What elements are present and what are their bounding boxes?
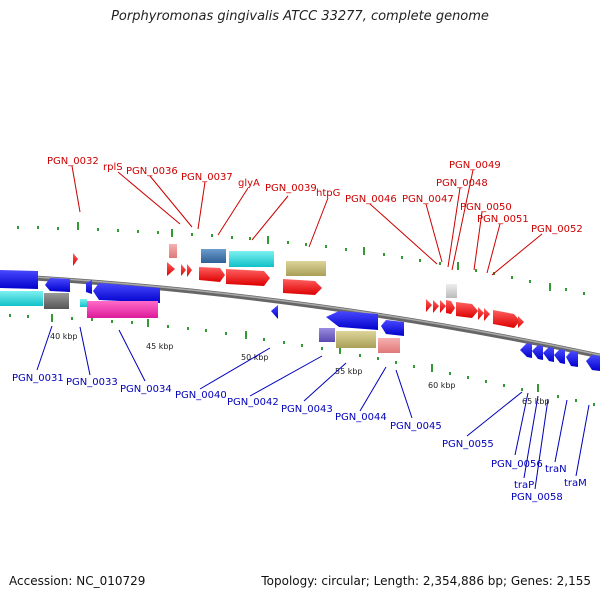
gene-pgn0031-cyan [0,291,43,306]
gene-pgn0034-pink [87,301,158,318]
gene-pgn0043 [381,320,404,336]
gene-label: glyA [238,178,260,189]
gene-label: traP [514,480,534,491]
gene-pgn0031 [0,270,38,289]
gene-label: PGN_0031 [12,373,64,384]
scale-label: 60 kbp [428,381,456,390]
gene-pgn0044 [378,338,400,353]
gene-pgn0033-gray [44,293,69,309]
gene-label: PGN_0042 [227,397,279,408]
scale-label: 40 kbp [50,332,78,341]
gene-label: PGN_0039 [265,183,317,194]
gene-tran [566,351,578,367]
gene-label: htpG [316,188,340,199]
gene-pgn0037 [201,249,226,263]
gene-glya [229,251,274,267]
gene-pgn0033-cyan [80,299,87,307]
topology-text: Topology: circular; Length: 2,354,886 bp… [261,574,591,588]
gene-label: PGN_0056 [491,459,543,470]
gene-label: PGN_0058 [511,492,563,503]
gene-pgn0039-arrow [283,279,322,295]
gene-pgn0046c [440,300,446,313]
page-title: Porphyromonas gingivalis ATCC 33277, com… [111,9,489,24]
gene-pgn0056 [532,345,543,360]
gene-label: PGN_0033 [66,377,118,388]
accession-text: Accession: NC_010729 [9,574,146,588]
scale-label: 55 kbp [335,367,363,376]
gene-pgn0046 [426,299,432,312]
gene-pgn0058 [554,349,565,364]
gene-label: PGN_0049 [449,160,501,171]
gene-pgn0031b [45,278,70,292]
genome-backbone-highlight [0,274,600,356]
gene-label: PGN_0040 [175,390,227,401]
gene-pgn0055 [520,343,532,358]
gene-pgn0049 [456,302,478,318]
gene-label: PGN_0036 [126,166,178,177]
upper-tick-arc [17,222,585,295]
gene-label: PGN_0051 [477,214,529,225]
gene-pgn0047 [446,284,457,298]
gene-pgn0040 [271,305,278,319]
gene-label: PGN_0052 [531,224,583,235]
gene-rpls [169,244,177,258]
reverse-gene-labels: PGN_0031 PGN_0033 PGN_0034 PGN_0040 PGN_… [12,373,587,503]
gene-label: PGN_0044 [335,412,387,423]
gene-pgn0043-olive [336,331,376,348]
gene-pgn0046b [433,300,439,313]
gene-label: traM [564,478,587,489]
gene-pgn0033 [86,280,92,294]
gene-pgn0052b [518,316,524,328]
gene-pgn0052 [493,310,520,328]
gene-pgn0042-purple [319,328,335,342]
gene-htpg [286,261,326,276]
gene-label: PGN_0046 [345,194,397,205]
gene-label: PGN_0045 [390,421,442,432]
gene-trap [543,347,554,362]
gene-label: PGN_0043 [281,404,333,415]
gene-label: PGN_0037 [181,172,233,183]
gene-pgn0037-arrow [199,267,225,282]
gene-pgn0050 [478,307,484,320]
gene-rpls-small [167,262,175,276]
gene-label: rplS [103,162,123,173]
gene-label: PGN_0048 [436,178,488,189]
gene-label: PGN_0034 [120,384,172,395]
gene-label: PGN_0032 [47,156,99,167]
gene-label: PGN_0047 [402,194,454,205]
forward-leader-lines [71,165,543,276]
lower-tick-arc [9,314,595,406]
gene-glya-arrow [226,269,270,286]
gene-pgn0048 [446,300,455,314]
gene-pgn0036 [181,264,186,276]
gene-pgn0051 [484,308,490,321]
forward-gene-labels: PGN_0032 rplS PGN_0036 PGN_0037 glyA PGN… [47,156,583,235]
gene-pgn0036b [187,264,192,277]
gene-label: PGN_0055 [442,439,494,450]
gene-pgn0042 [326,311,378,330]
gene-label: PGN_0050 [460,202,512,213]
gene-pgn0032 [73,253,78,266]
gene-label: traN [545,464,567,475]
gene-pgn0034 [93,283,160,303]
reverse-leader-lines [36,325,590,490]
genome-backbone [0,273,600,359]
reverse-genes [0,270,600,371]
gene-tram [586,355,600,371]
scale-label: 65 kbp [522,397,550,406]
forward-genes [73,244,524,328]
scale-label: 45 kbp [146,342,174,351]
